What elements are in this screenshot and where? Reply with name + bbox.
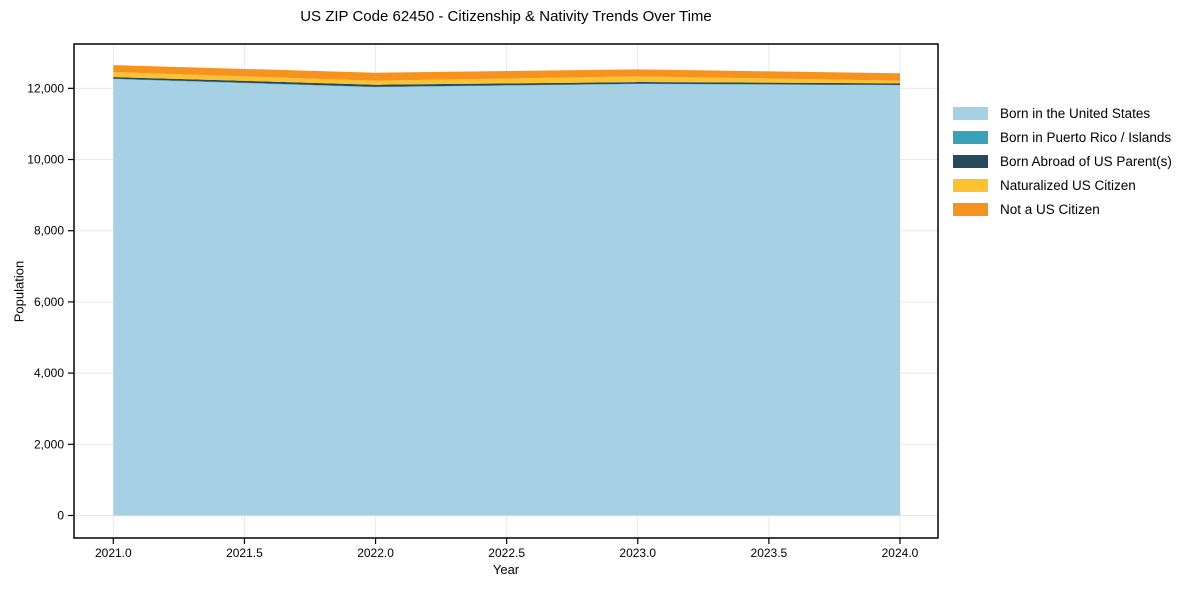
x-tick-label: 2022.0 (357, 546, 394, 560)
y-tick-label: 2,000 (34, 437, 64, 451)
area-series-2-born-abroad-of-us-parent-s- (113, 77, 900, 87)
legend-swatch-icon (953, 202, 988, 216)
legend-label: Not a US Citizen (1000, 201, 1100, 217)
area-series-1-born-in-puerto-rico-islands (113, 78, 900, 88)
legend-item-4: Not a US Citizen (953, 197, 1172, 221)
plot-frame (73, 43, 939, 539)
area-series-3-naturalized-us-citizen (113, 72, 900, 85)
y-tick-label: 0 (57, 509, 64, 523)
legend-item-0: Born in the United States (953, 101, 1172, 125)
x-tick-label: 2021.5 (226, 546, 263, 560)
area-series-4-not-a-us-citizen (113, 65, 900, 81)
y-tick-label: 4,000 (34, 366, 64, 380)
legend-item-3: Naturalized US Citizen (953, 173, 1172, 197)
area-series-0-born-in-the-united-states (113, 79, 900, 516)
legend-label: Naturalized US Citizen (1000, 177, 1136, 193)
legend-label: Born in the United States (1000, 105, 1151, 121)
legend-label: Born in Puerto Rico / Islands (1000, 129, 1172, 145)
y-tick-label: 8,000 (34, 224, 64, 238)
y-axis-title: Population (11, 260, 27, 323)
x-tick-label: 2023.5 (751, 546, 788, 560)
legend: Born in the United States Born in Puerto … (953, 101, 1172, 221)
x-axis-title: Year (492, 562, 520, 577)
x-tick-label: 2024.0 (882, 546, 919, 560)
y-tick-label: 6,000 (34, 295, 64, 309)
legend-swatch-icon (953, 130, 988, 144)
legend-swatch-icon (953, 106, 988, 120)
x-tick-label: 2021.0 (95, 546, 132, 560)
x-tick-label: 2023.0 (619, 546, 656, 560)
y-tick-label: 12,000 (27, 81, 64, 95)
legend-item-2: Born Abroad of US Parent(s) (953, 149, 1172, 173)
legend-label: Born Abroad of US Parent(s) (1000, 153, 1172, 169)
y-tick-label: 10,000 (27, 153, 64, 167)
legend-item-1: Born in Puerto Rico / Islands (953, 125, 1172, 149)
chart-title: US ZIP Code 62450 - Citizenship & Nativi… (300, 8, 712, 25)
x-tick-label: 2022.5 (488, 546, 525, 560)
legend-swatch-icon (953, 178, 988, 192)
legend-swatch-icon (953, 154, 988, 168)
